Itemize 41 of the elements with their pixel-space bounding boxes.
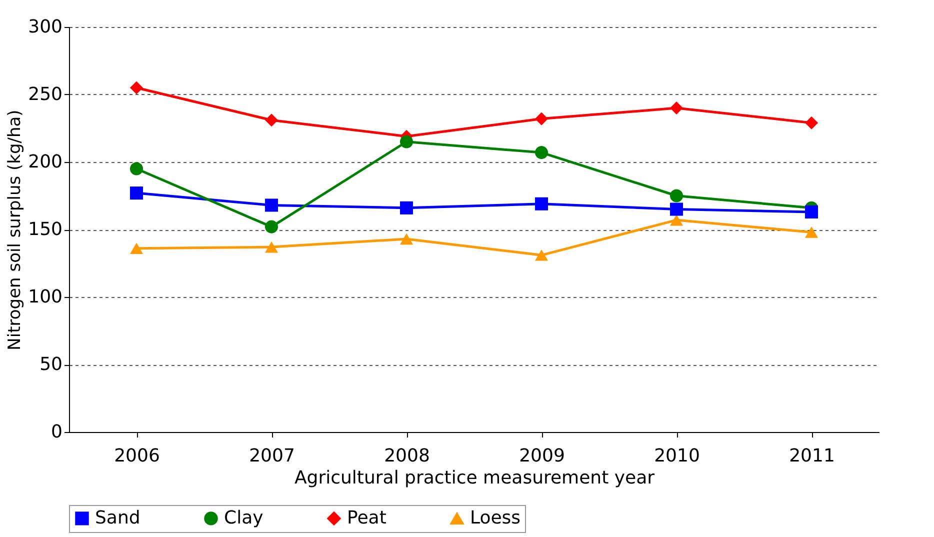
point — [534, 146, 548, 160]
y-axis-title: Nitrogen soil surplus (kg/ha) — [5, 110, 26, 350]
point — [804, 205, 818, 218]
point — [130, 162, 144, 176]
point — [804, 116, 818, 130]
point — [670, 101, 684, 115]
x-tick-label: 2007 — [249, 446, 295, 466]
point — [264, 241, 278, 253]
x-tick-label: 2011 — [789, 446, 835, 466]
point — [400, 233, 414, 245]
point — [264, 198, 278, 212]
legend-label: Peat — [347, 507, 386, 528]
point — [400, 135, 414, 148]
point — [400, 201, 414, 214]
point — [534, 250, 548, 261]
point — [670, 214, 684, 226]
x-tick-label: 2006 — [114, 446, 160, 466]
x-tick-label: 2009 — [519, 446, 565, 466]
point — [130, 81, 144, 94]
x-tick-label: 2010 — [654, 446, 700, 466]
legend-label: Clay — [224, 507, 264, 528]
point — [670, 189, 684, 202]
y-tick-label: 250 — [28, 84, 62, 105]
x-axis-title: Agricultural practice measurement year — [294, 468, 656, 488]
point — [534, 197, 548, 210]
y-tick-label: 300 — [28, 16, 62, 38]
point — [670, 202, 684, 216]
legend-label: Sand — [95, 507, 140, 528]
y-tick-label: 50 — [40, 354, 62, 375]
y-tick-label: 200 — [28, 152, 62, 172]
point — [264, 220, 278, 234]
point — [804, 226, 818, 238]
point — [130, 186, 144, 200]
legend-label: Loess — [470, 508, 521, 528]
y-tick-label: 150 — [28, 219, 62, 240]
point — [130, 242, 144, 254]
y-tick-label: 0 — [51, 422, 62, 442]
x-tick-label: 2008 — [384, 446, 430, 466]
point — [264, 114, 278, 127]
y-tick-label: 100 — [28, 286, 62, 308]
point — [534, 112, 548, 126]
